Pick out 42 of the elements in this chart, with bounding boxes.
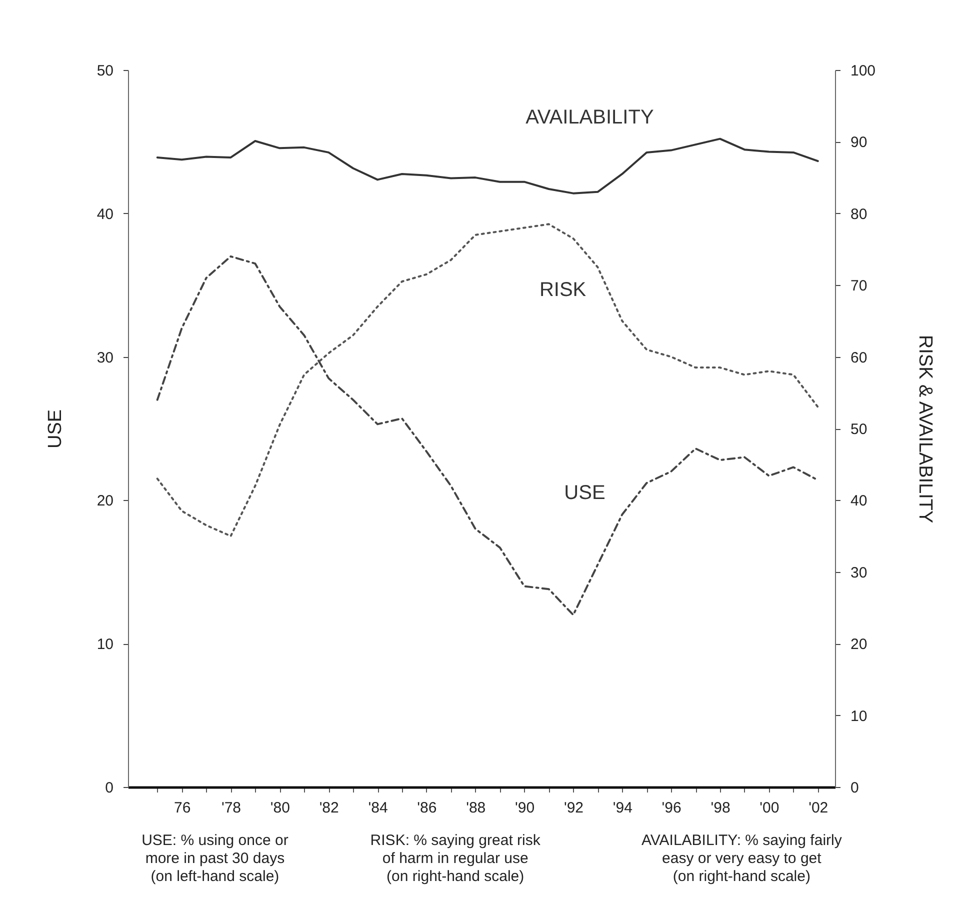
x-tick-label: '94 xyxy=(612,800,632,816)
y2-tick-label: 40 xyxy=(850,492,868,510)
y-axis-title: USE xyxy=(44,409,66,449)
x-tick-label: '92 xyxy=(564,800,584,816)
text: USE: % using once or more in past 30 days (on left-hand scale) xyxy=(142,832,288,885)
y2-tick-label: 90 xyxy=(850,134,868,152)
x-tick-label: 76 xyxy=(174,800,191,816)
line-series xyxy=(156,138,819,194)
y2-tick-label: 10 xyxy=(850,708,868,725)
y-tick-label: 40 xyxy=(96,206,114,223)
x-tick-label: '80 xyxy=(270,800,290,816)
text: RISK: % saying great risk of harm in regular use (on right-hand scale) xyxy=(370,832,541,885)
y-tick-label: 30 xyxy=(96,349,114,366)
x-tick-label: '02 xyxy=(808,800,828,816)
series-label: USE xyxy=(564,482,606,504)
x-tick-label: '98 xyxy=(710,800,730,816)
y-tick-label: 0 xyxy=(105,780,114,796)
x-tick-label: '88 xyxy=(466,800,486,816)
x-tick-label: '96 xyxy=(662,800,682,816)
x-tick-label: '84 xyxy=(368,800,388,816)
y2-tick-label: 80 xyxy=(850,206,868,223)
x-tick-label: '78 xyxy=(221,800,242,816)
x-tick-label: '82 xyxy=(319,800,339,816)
line-series xyxy=(156,223,819,538)
y-tick-label: 20 xyxy=(96,492,114,510)
series-label: RISK xyxy=(539,279,587,302)
y2-tick-label: 30 xyxy=(850,564,868,582)
y2-axis-title: RISK & AVAILABILITY xyxy=(914,334,936,524)
y2-tick-label: 0 xyxy=(850,780,859,796)
y2-tick-label: 20 xyxy=(850,636,868,654)
y-tick-label: 10 xyxy=(96,636,114,654)
y-tick-label: 50 xyxy=(96,62,114,80)
y2-tick-label: 50 xyxy=(850,421,868,438)
x-tick-label: '86 xyxy=(417,800,437,816)
line-series xyxy=(156,255,819,616)
y2-tick-label: 70 xyxy=(850,278,868,295)
text: AVAILABILITY: % saying fairly easy or very easy to get (on right-hand scale) xyxy=(641,832,842,885)
y2-tick-label: 60 xyxy=(850,349,868,366)
y2-tick-label: 100 xyxy=(850,62,876,80)
x-tick-label: '90 xyxy=(515,800,535,816)
x-tick-label: '00 xyxy=(760,800,780,816)
series-label: AVAILABILITY xyxy=(526,106,654,128)
